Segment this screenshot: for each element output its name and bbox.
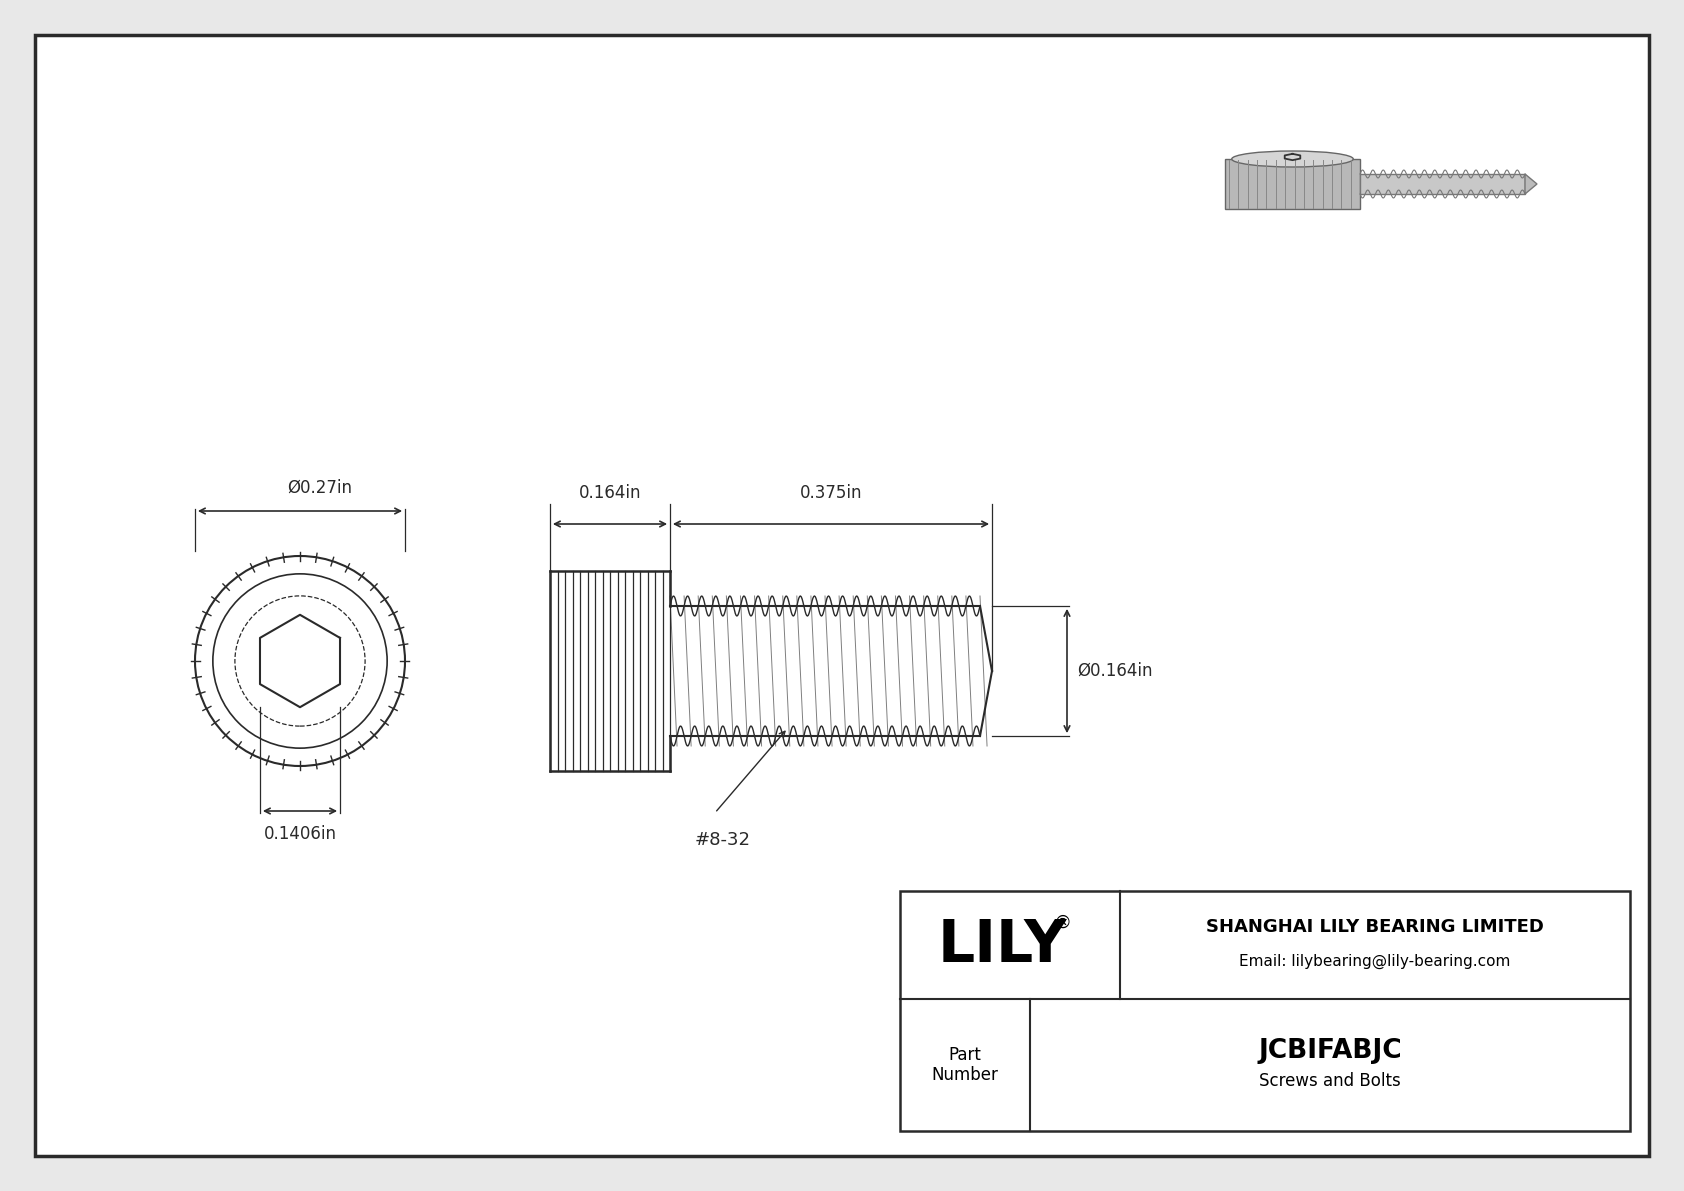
Text: SHANGHAI LILY BEARING LIMITED: SHANGHAI LILY BEARING LIMITED	[1206, 918, 1544, 936]
Text: 0.375in: 0.375in	[800, 484, 862, 501]
Ellipse shape	[1231, 151, 1354, 167]
Text: JCBIFABJC: JCBIFABJC	[1258, 1039, 1401, 1064]
Text: Part
Number: Part Number	[931, 1046, 999, 1084]
Text: #8-32: #8-32	[695, 831, 751, 849]
Polygon shape	[1526, 174, 1537, 194]
Text: ®: ®	[1052, 913, 1071, 933]
Text: 0.1406in: 0.1406in	[263, 825, 337, 843]
Text: 0.164in: 0.164in	[579, 484, 642, 501]
Text: Email: lilybearing@lily-bearing.com: Email: lilybearing@lily-bearing.com	[1239, 954, 1511, 968]
Bar	[899, 891, 1630, 1131]
Text: Screws and Bolts: Screws and Bolts	[1260, 1072, 1401, 1090]
Bar	[1361, 174, 1526, 194]
Text: LILY: LILY	[938, 917, 1066, 973]
Bar	[1224, 160, 1361, 208]
Text: Ø0.164in: Ø0.164in	[1078, 662, 1152, 680]
Text: Ø0.27in: Ø0.27in	[288, 479, 352, 497]
